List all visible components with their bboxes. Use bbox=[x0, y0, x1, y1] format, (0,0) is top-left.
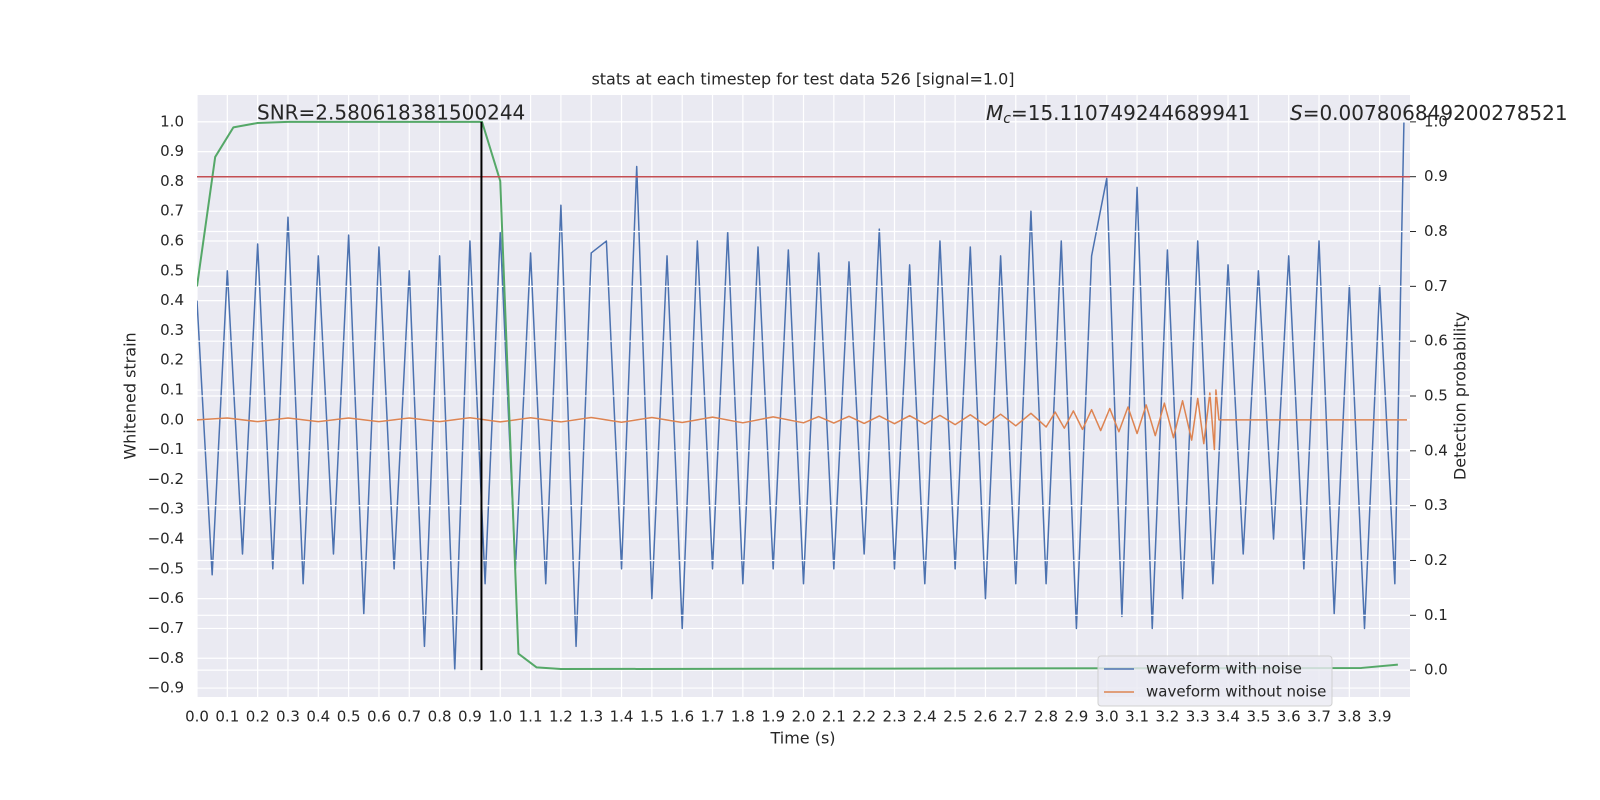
x-tick-label: 2.0 bbox=[792, 708, 816, 726]
y2-tick-label: 0.7 bbox=[1424, 277, 1448, 295]
x-tick-label: 3.7 bbox=[1307, 708, 1331, 726]
y-tick-label: −0.1 bbox=[148, 440, 184, 458]
series-line bbox=[197, 121, 1405, 671]
x-tick-label: 3.6 bbox=[1277, 708, 1301, 726]
y-tick-label: −0.7 bbox=[148, 619, 184, 637]
x-tick-label: 3.1 bbox=[1125, 708, 1149, 726]
y-tick-label: 0.9 bbox=[160, 142, 184, 160]
snr-annotation: SNR=2.580618381500244 bbox=[257, 101, 525, 125]
mc-subscript: c bbox=[1003, 111, 1011, 127]
x-tick-label: 2.6 bbox=[974, 708, 998, 726]
x-tick-label: 1.1 bbox=[519, 708, 543, 726]
mc-value: =15.110749244689941 bbox=[1011, 101, 1250, 125]
y-tick-label: 1.0 bbox=[160, 112, 184, 130]
x-tick-label: 2.2 bbox=[852, 708, 876, 726]
x-tick-label: 0.7 bbox=[397, 708, 421, 726]
x-tick-label: 1.2 bbox=[549, 708, 573, 726]
s-annotation: S=0.007806849200278521 bbox=[1290, 101, 1568, 125]
y-tick-label: −0.8 bbox=[148, 649, 184, 667]
y2-tick-label: 0.2 bbox=[1424, 551, 1448, 569]
x-tick-label: 1.8 bbox=[731, 708, 755, 726]
x-tick-label: 0.5 bbox=[337, 708, 361, 726]
x-tick-label: 2.4 bbox=[913, 708, 937, 726]
y2-tick-label: 0.3 bbox=[1424, 496, 1448, 514]
x-tick-label: 0.1 bbox=[215, 708, 239, 726]
y2-tick-label: 0.9 bbox=[1424, 167, 1448, 185]
x-tick-label: 2.9 bbox=[1064, 708, 1088, 726]
x-tick-label: 0.4 bbox=[306, 708, 330, 726]
legend: waveform with noise waveform without nois… bbox=[1097, 655, 1333, 707]
legend-label: waveform with noise bbox=[1146, 660, 1302, 678]
s-value: =0.007806849200278521 bbox=[1303, 101, 1568, 125]
x-tick-label: 0.6 bbox=[367, 708, 391, 726]
y-tick-label: −0.5 bbox=[148, 559, 184, 577]
y2-tick-label: 1.0 bbox=[1424, 112, 1448, 130]
y2-tick-label: 0.6 bbox=[1424, 332, 1448, 350]
y2-tick-label: 0.5 bbox=[1424, 387, 1448, 405]
y-tick-label: 0.6 bbox=[160, 232, 184, 250]
y-tick-label: 0.0 bbox=[160, 410, 184, 428]
x-tick-label: 3.4 bbox=[1216, 708, 1240, 726]
x-tick-label: 3.9 bbox=[1368, 708, 1392, 726]
x-tick-label: 3.3 bbox=[1186, 708, 1210, 726]
legend-label: waveform without noise bbox=[1146, 683, 1326, 701]
x-tick-label: 2.8 bbox=[1034, 708, 1058, 726]
chart-title: stats at each timestep for test data 526… bbox=[591, 70, 1014, 89]
x-tick-label: 0.0 bbox=[185, 708, 209, 726]
y-tick-label: 0.1 bbox=[160, 381, 184, 399]
s-symbol: S bbox=[1290, 101, 1303, 125]
x-tick-label: 3.5 bbox=[1246, 708, 1270, 726]
x-tick-label: 0.2 bbox=[246, 708, 270, 726]
x-tick-label: 1.4 bbox=[610, 708, 634, 726]
y-tick-label: 0.7 bbox=[160, 202, 184, 220]
x-tick-label: 0.8 bbox=[428, 708, 452, 726]
x-tick-label: 0.9 bbox=[458, 708, 482, 726]
mc-annotation: Mc=15.110749244689941 bbox=[986, 101, 1250, 128]
x-tick-label: 1.9 bbox=[761, 708, 785, 726]
y-tick-label: −0.3 bbox=[148, 500, 184, 518]
y2-tick-label: 0.0 bbox=[1424, 661, 1448, 679]
x-tick-label: 1.6 bbox=[670, 708, 694, 726]
y-tick-label: −0.9 bbox=[148, 679, 184, 697]
x-axis-label: Time (s) bbox=[769, 729, 835, 748]
y-tick-label: 0.8 bbox=[160, 172, 184, 190]
x-tick-label: 2.1 bbox=[822, 708, 846, 726]
y-axis-label: Whitened strain bbox=[121, 332, 140, 459]
y-tick-label: −0.2 bbox=[148, 470, 184, 488]
labels: 0.0 0.1 0.2 0.3 0.4 0.5 0.6 0.7 0.8 0.9 1.0 1.1 1.2 1… bbox=[148, 112, 1448, 725]
y-tick-label: 0.5 bbox=[160, 261, 184, 279]
y2-axis-label: Detection probability bbox=[1451, 312, 1470, 480]
plot bbox=[197, 120, 1410, 671]
x-tick-label: 1.7 bbox=[701, 708, 725, 726]
x-tick-label: 0.3 bbox=[276, 708, 300, 726]
x-tick-label: 2.7 bbox=[1004, 708, 1028, 726]
x-tick-label: 2.5 bbox=[943, 708, 967, 726]
x-tick-label: 3.8 bbox=[1337, 708, 1361, 726]
series-line bbox=[197, 389, 1407, 451]
x-tick-label: 2.3 bbox=[883, 708, 907, 726]
mc-symbol: M bbox=[986, 101, 1003, 125]
x-tick-label: 1.0 bbox=[488, 708, 512, 726]
y2-tick-label: 0.4 bbox=[1424, 441, 1448, 459]
x-tick-label: 3.2 bbox=[1155, 708, 1179, 726]
y-tick-label: 0.3 bbox=[160, 321, 184, 339]
x-tick-label: 1.3 bbox=[579, 708, 603, 726]
y-tick-label: 0.2 bbox=[160, 351, 184, 369]
legend-box bbox=[1097, 655, 1333, 707]
y-tick-label: 0.4 bbox=[160, 291, 184, 309]
y2-tick-label: 0.8 bbox=[1424, 222, 1448, 240]
x-tick-label: 3.0 bbox=[1095, 708, 1119, 726]
series-line bbox=[197, 120, 1398, 671]
y2-tick-label: 0.1 bbox=[1424, 606, 1448, 624]
y-tick-label: −0.4 bbox=[148, 530, 184, 548]
y-tick-label: −0.6 bbox=[148, 589, 184, 607]
x-tick-label: 1.5 bbox=[640, 708, 664, 726]
